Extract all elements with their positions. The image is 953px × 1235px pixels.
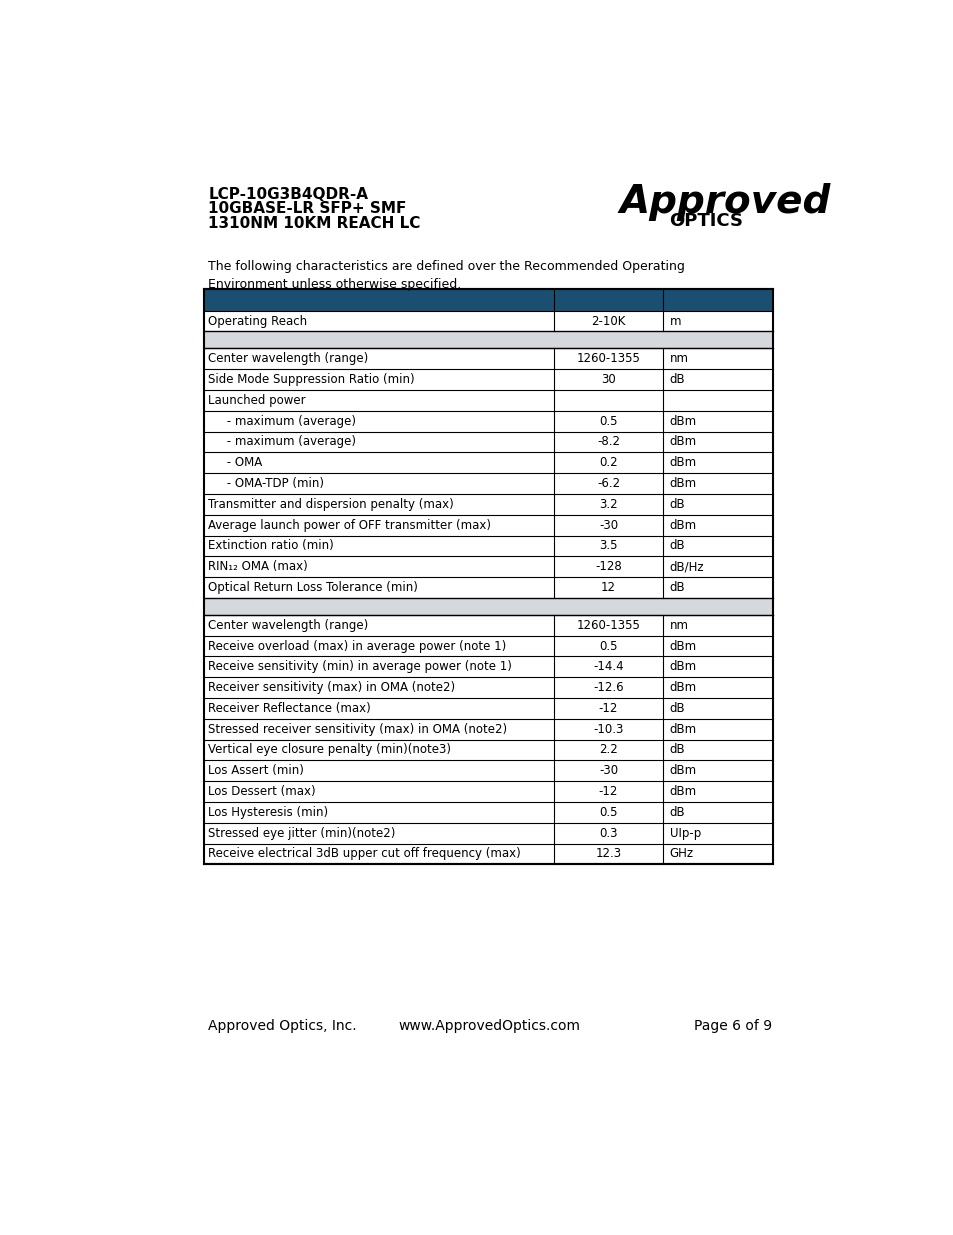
Text: Stressed receiver sensitivity (max) in OMA (note2): Stressed receiver sensitivity (max) in O… [208,722,507,736]
Text: -30: -30 [598,519,618,531]
Text: Launched power: Launched power [208,394,306,406]
Text: 1260-1355: 1260-1355 [576,619,639,632]
Text: 10GBASE-LR SFP+ SMF: 10GBASE-LR SFP+ SMF [208,201,406,216]
Text: dB: dB [669,701,684,715]
Text: 3.5: 3.5 [598,540,617,552]
Text: 0.3: 0.3 [598,826,617,840]
Text: 0.5: 0.5 [598,640,617,652]
Text: dB: dB [669,373,684,387]
Text: The following characteristics are defined over the Recommended Operating
Environ: The following characteristics are define… [208,259,684,291]
Text: Receive overload (max) in average power (note 1): Receive overload (max) in average power … [208,640,506,652]
Text: Optical Return Loss Tolerance (min): Optical Return Loss Tolerance (min) [208,580,417,594]
Text: Approved Optics, Inc.: Approved Optics, Inc. [208,1019,356,1032]
Text: -8.2: -8.2 [597,436,619,448]
Text: dB: dB [669,743,684,757]
Text: 1260-1355: 1260-1355 [576,352,639,366]
Text: dBm: dBm [669,785,696,798]
Text: 1310NM 10KM REACH LC: 1310NM 10KM REACH LC [208,216,420,231]
Text: Side Mode Suppression Ratio (min): Side Mode Suppression Ratio (min) [208,373,415,387]
Text: 2-10K: 2-10K [591,315,625,327]
Text: RIN₁₂ OMA (max): RIN₁₂ OMA (max) [208,561,308,573]
Text: GHz: GHz [669,847,693,861]
Text: -12: -12 [598,785,618,798]
Text: dBm: dBm [669,661,696,673]
Text: Receive electrical 3dB upper cut off frequency (max): Receive electrical 3dB upper cut off fre… [208,847,520,861]
Text: - OMA-TDP (min): - OMA-TDP (min) [208,477,324,490]
Text: LCP-10G3B4QDR-A: LCP-10G3B4QDR-A [208,186,368,201]
Text: -14.4: -14.4 [593,661,623,673]
Text: dBm: dBm [669,722,696,736]
Text: Receiver sensitivity (max) in OMA (note2): Receiver sensitivity (max) in OMA (note2… [208,680,455,694]
Text: Transmitter and dispersion penalty (max): Transmitter and dispersion penalty (max) [208,498,454,511]
Text: m: m [669,315,680,327]
Text: dBm: dBm [669,456,696,469]
Text: Average launch power of OFF transmitter (max): Average launch power of OFF transmitter … [208,519,491,531]
Text: 2.2: 2.2 [598,743,618,757]
Text: 30: 30 [600,373,616,387]
Text: -12: -12 [598,701,618,715]
Text: dB: dB [669,498,684,511]
Text: Center wavelength (range): Center wavelength (range) [208,619,368,632]
Bar [204,598,772,615]
Text: Receive sensitivity (min) in average power (note 1): Receive sensitivity (min) in average pow… [208,661,512,673]
Text: 3.2: 3.2 [598,498,618,511]
Text: dBm: dBm [669,436,696,448]
Text: dBm: dBm [669,477,696,490]
Text: 0.2: 0.2 [598,456,618,469]
Text: Los Dessert (max): Los Dessert (max) [208,785,315,798]
Text: dB: dB [669,805,684,819]
Text: UIp-p: UIp-p [669,826,700,840]
Text: Page 6 of 9: Page 6 of 9 [694,1019,772,1032]
Text: - maximum (average): - maximum (average) [208,415,356,427]
Text: -128: -128 [595,561,621,573]
Text: -10.3: -10.3 [593,722,623,736]
Text: dB: dB [669,540,684,552]
Text: nm: nm [669,352,688,366]
Text: Receiver Reflectance (max): Receiver Reflectance (max) [208,701,371,715]
Text: Operating Reach: Operating Reach [208,315,307,327]
Text: dB: dB [669,580,684,594]
Text: Vertical eye closure penalty (min)(note3): Vertical eye closure penalty (min)(note3… [208,743,451,757]
Text: Los Assert (min): Los Assert (min) [208,764,304,777]
Text: Stressed eye jitter (min)(note2): Stressed eye jitter (min)(note2) [208,826,395,840]
Bar [204,331,772,348]
Text: dBm: dBm [669,519,696,531]
Text: 0.5: 0.5 [598,805,617,819]
Text: -30: -30 [598,764,618,777]
Text: 12.3: 12.3 [595,847,620,861]
Text: OPTICS: OPTICS [669,212,742,230]
Text: 0.5: 0.5 [598,415,617,427]
Text: - maximum (average): - maximum (average) [208,436,356,448]
Text: dB/Hz: dB/Hz [669,561,703,573]
Text: Center wavelength (range): Center wavelength (range) [208,352,368,366]
Bar [204,289,772,864]
Text: -6.2: -6.2 [597,477,619,490]
Text: dBm: dBm [669,680,696,694]
Text: www.ApprovedOptics.com: www.ApprovedOptics.com [397,1019,579,1032]
Text: dBm: dBm [669,764,696,777]
Bar [204,289,772,311]
Text: Extinction ratio (min): Extinction ratio (min) [208,540,334,552]
Text: dBm: dBm [669,415,696,427]
Text: 12: 12 [600,580,616,594]
Text: dBm: dBm [669,640,696,652]
Text: Approved: Approved [618,183,830,221]
Text: nm: nm [669,619,688,632]
Text: - OMA: - OMA [208,456,262,469]
Text: -12.6: -12.6 [593,680,623,694]
Text: Los Hysteresis (min): Los Hysteresis (min) [208,805,328,819]
